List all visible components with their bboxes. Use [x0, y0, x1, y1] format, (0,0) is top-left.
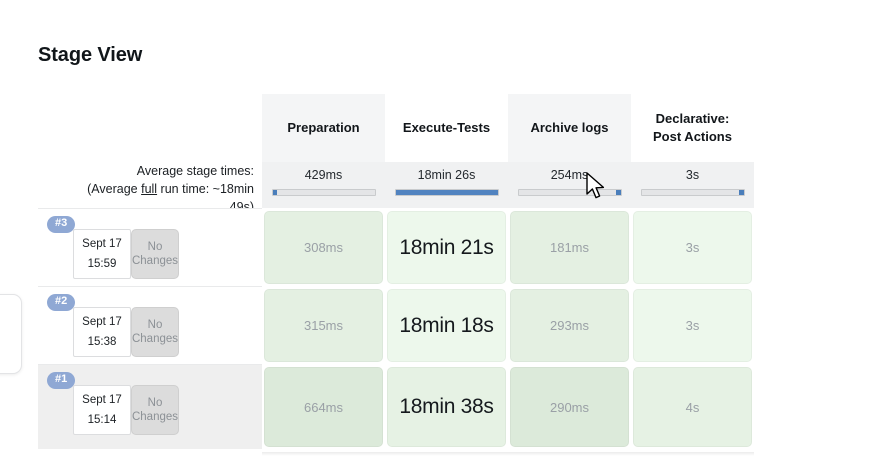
build-changes-button[interactable]: No Changes — [131, 385, 179, 435]
offscreen-panel-edge — [0, 294, 22, 374]
build-date: Sept 17 — [82, 394, 122, 406]
stage-view-table: Preparation Execute-Tests Archive logs D… — [38, 94, 754, 449]
table-row[interactable]: #1 Sept 17 15:14 No Changes 664ms 18min … — [38, 364, 754, 449]
stage-duration-progressbar — [517, 189, 622, 196]
build-changes-button[interactable]: No Changes — [131, 229, 179, 279]
build-info-cell[interactable]: #2 Sept 17 15:38 No Changes — [38, 286, 262, 364]
average-summary: Average stage times: (Average full run t… — [38, 162, 262, 214]
stage-header-label: Declarative: Post Actions — [631, 94, 754, 162]
average-value: 254ms — [550, 168, 589, 182]
stage-column-archive-logs[interactable]: Archive logs — [508, 94, 631, 162]
stage-cell[interactable]: 18min 38s — [387, 367, 506, 447]
average-value: 3s — [685, 168, 700, 182]
stage-column-preparation[interactable]: Preparation — [262, 94, 385, 162]
build-timestamp[interactable]: Sept 17 15:38 — [73, 307, 131, 357]
stage-column-declarative-post-actions[interactable]: Declarative: Post Actions — [631, 94, 754, 162]
average-times-row: Average stage times: (Average full run t… — [38, 162, 754, 214]
stage-cell[interactable]: 3s — [633, 211, 752, 284]
average-stage-times-label: Average stage times: — [136, 164, 254, 178]
build-date: Sept 17 — [82, 238, 122, 250]
average-cell-declarative-post-actions: 3s — [631, 162, 754, 208]
table-row[interactable]: #3 Sept 17 15:59 No Changes 308ms 18min … — [38, 208, 754, 286]
matrix-bottom-shadow — [262, 452, 754, 456]
stage-header-label: Archive logs — [508, 94, 631, 162]
average-cell-archive-logs: 254ms — [508, 162, 631, 208]
table-header-row: Preparation Execute-Tests Archive logs D… — [38, 94, 754, 162]
stage-duration-progressbar — [271, 189, 376, 196]
build-time: 15:59 — [87, 258, 117, 270]
build-time: 15:14 — [87, 414, 117, 426]
build-number-badge[interactable]: #2 — [47, 294, 76, 311]
build-info-cell[interactable]: #3 Sept 17 15:59 No Changes — [38, 208, 262, 286]
build-timestamp[interactable]: Sept 17 15:59 — [73, 229, 131, 279]
average-value: 429ms — [304, 168, 343, 182]
average-cell-execute-tests: 18min 26s — [385, 162, 508, 208]
build-changes-button[interactable]: No Changes — [131, 307, 179, 357]
stage-cell[interactable]: 18min 21s — [387, 211, 506, 284]
build-time: 15:38 — [87, 336, 117, 348]
mouse-cursor — [586, 172, 608, 207]
full-underlined-word: full — [141, 182, 158, 197]
header-gutter — [38, 94, 262, 162]
average-cell-preparation: 429ms — [262, 162, 385, 208]
page-title: Stage View — [38, 44, 143, 66]
build-number-badge[interactable]: #1 — [47, 372, 76, 389]
stage-column-execute-tests[interactable]: Execute-Tests — [385, 94, 508, 162]
stage-cell[interactable]: 315ms — [264, 289, 383, 362]
stage-header-label: Preparation — [262, 94, 385, 162]
build-info-cell[interactable]: #1 Sept 17 15:14 No Changes — [38, 364, 262, 449]
stage-duration-progressbar — [640, 189, 745, 196]
stage-cell[interactable]: 308ms — [264, 211, 383, 284]
average-full-run-time-label: (Average full run time: ~18min — [87, 182, 254, 197]
build-date: Sept 17 — [82, 316, 122, 328]
stage-cell[interactable]: 18min 18s — [387, 289, 506, 362]
stage-cell[interactable]: 664ms — [264, 367, 383, 447]
stage-cell[interactable]: 293ms — [510, 289, 629, 362]
stage-cell[interactable]: 4s — [633, 367, 752, 447]
build-number-badge[interactable]: #3 — [47, 216, 76, 233]
stage-cell[interactable]: 181ms — [510, 211, 629, 284]
build-timestamp[interactable]: Sept 17 15:14 — [73, 385, 131, 435]
stage-cell[interactable]: 3s — [633, 289, 752, 362]
average-value: 18min 26s — [417, 168, 476, 182]
stage-cell[interactable]: 290ms — [510, 367, 629, 447]
stage-header-label: Execute-Tests — [385, 94, 508, 162]
table-row[interactable]: #2 Sept 17 15:38 No Changes 315ms 18min … — [38, 286, 754, 364]
stage-duration-progressbar — [394, 189, 499, 196]
